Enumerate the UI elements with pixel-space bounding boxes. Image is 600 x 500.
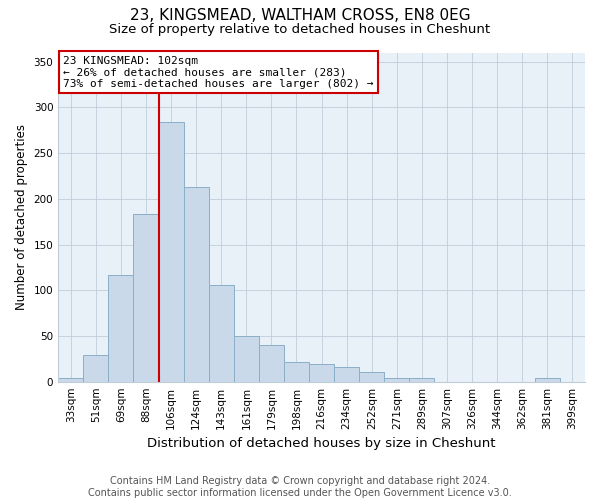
Bar [409, 378, 434, 382]
Bar [83, 355, 109, 382]
Bar [385, 378, 409, 382]
Bar [234, 336, 259, 382]
Bar [284, 362, 309, 382]
X-axis label: Distribution of detached houses by size in Cheshunt: Distribution of detached houses by size … [148, 437, 496, 450]
Text: 23, KINGSMEAD, WALTHAM CROSS, EN8 0EG: 23, KINGSMEAD, WALTHAM CROSS, EN8 0EG [130, 8, 470, 22]
Bar [359, 372, 385, 382]
Bar [535, 378, 560, 382]
Bar [109, 274, 133, 382]
Bar [58, 378, 83, 382]
Text: 23 KINGSMEAD: 102sqm
← 26% of detached houses are smaller (283)
73% of semi-deta: 23 KINGSMEAD: 102sqm ← 26% of detached h… [64, 56, 374, 89]
Text: Contains HM Land Registry data © Crown copyright and database right 2024.
Contai: Contains HM Land Registry data © Crown c… [88, 476, 512, 498]
Bar [184, 187, 209, 382]
Bar [309, 364, 334, 382]
Bar [259, 345, 284, 382]
Bar [209, 285, 234, 382]
Y-axis label: Number of detached properties: Number of detached properties [15, 124, 28, 310]
Bar [334, 367, 359, 382]
Bar [133, 214, 158, 382]
Bar [158, 122, 184, 382]
Text: Size of property relative to detached houses in Cheshunt: Size of property relative to detached ho… [109, 22, 491, 36]
